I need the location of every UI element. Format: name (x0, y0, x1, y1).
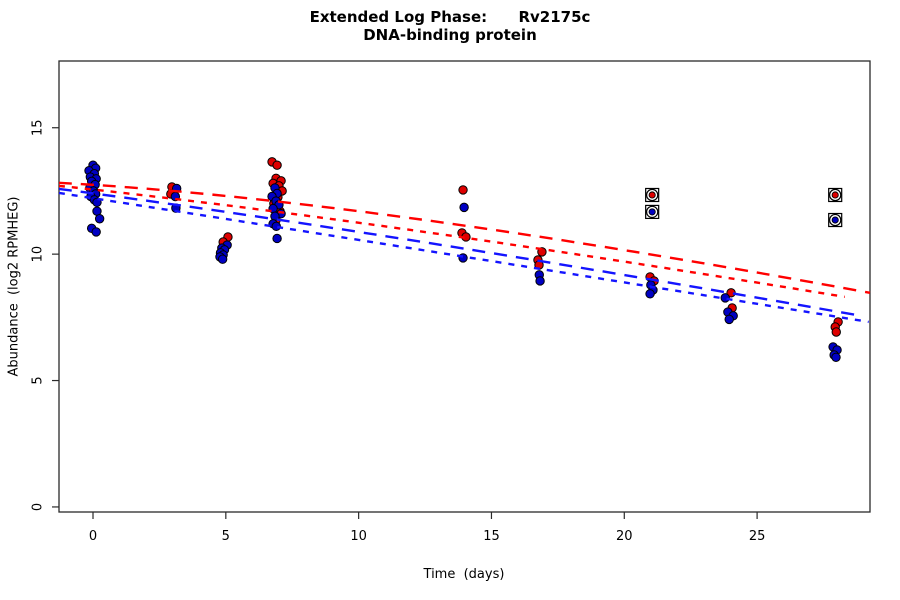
y-tick-label: 5 (31, 376, 46, 384)
flag-ring-icon (829, 213, 842, 227)
chart-title-line2: DNA-binding protein (363, 26, 537, 44)
chart-title: Extended Log Phase: Rv2175c DNA-binding … (0, 8, 900, 44)
blue-fit-shortdash (58, 191, 869, 324)
flag-square-icon (645, 187, 660, 203)
chart-title-line1: Extended Log Phase: Rv2175c (309, 8, 591, 26)
x-tick-label: 5 (222, 529, 230, 544)
y-tick-label: 0 (31, 503, 46, 511)
x-tick-label: 0 (89, 529, 97, 544)
x-tick-label: 25 (749, 529, 766, 544)
red-fit-shortdash (58, 184, 845, 299)
flagged-blue-points (831, 216, 839, 224)
y-tick-label: 10 (31, 246, 46, 263)
blue-points (535, 276, 545, 286)
flagged-red-points (648, 191, 656, 199)
flagged-blue-points (648, 208, 656, 216)
x-tick-label: 10 (350, 529, 367, 544)
blue-points (91, 227, 101, 237)
blue-points (645, 289, 655, 299)
blue-points (94, 214, 105, 224)
flag-square-icon (645, 204, 660, 220)
red-points (831, 327, 841, 337)
x-axis-label: Time (days) (423, 567, 505, 582)
flag-ring-icon (645, 188, 659, 202)
flag-square-icon (828, 212, 843, 228)
x-tick-label: 15 (483, 529, 500, 544)
y-tick-label: 15 (31, 119, 46, 136)
red-points (458, 185, 468, 195)
x-tick-label: 20 (616, 529, 633, 544)
flag-ring-icon (829, 188, 842, 202)
blue-points (459, 202, 469, 213)
flagged-red-points (831, 191, 839, 199)
flag-ring-icon (645, 205, 659, 219)
blue-points (720, 293, 730, 303)
blue-fit-longdash (58, 187, 856, 316)
blue-points (272, 233, 282, 244)
plot-box (58, 60, 871, 513)
flag-square-icon (828, 187, 843, 203)
red-fit-longdash (58, 181, 871, 295)
blue-points (724, 314, 734, 325)
blue-points (831, 352, 841, 362)
red-points (272, 160, 282, 170)
blue-points (217, 254, 228, 264)
